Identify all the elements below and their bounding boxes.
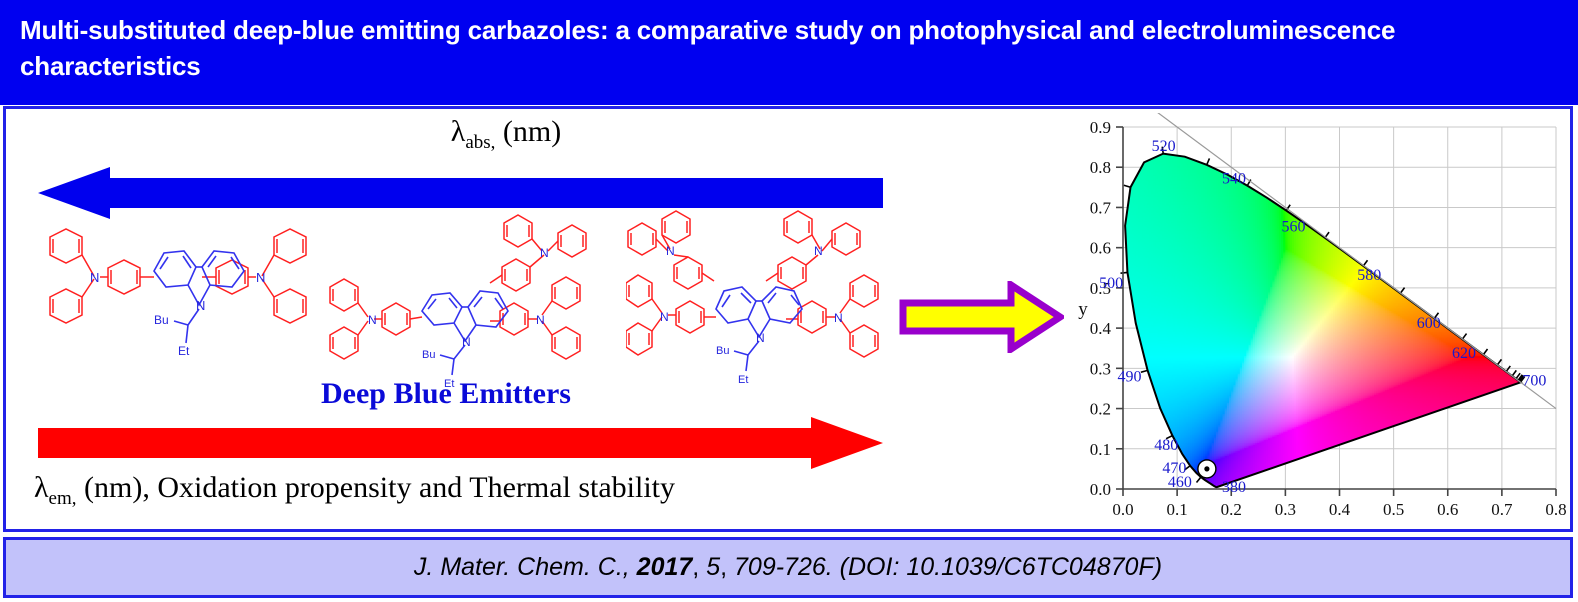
wavelength-label-380: 380 (1222, 479, 1246, 496)
citation-text: J. Mater. Chem. C., 2017, 5, 709-726. (D… (414, 553, 1162, 582)
wavelength-label-620: 620 (1452, 345, 1476, 362)
wavelength-label-500: 500 (1099, 275, 1123, 292)
wavelength-label-460: 460 (1168, 474, 1192, 491)
molecule-di-substituted-carbazole: N N (49, 228, 307, 358)
wavelength-label-580: 580 (1357, 267, 1381, 284)
lambda-em-subscript: em, (49, 488, 77, 509)
svg-text:N: N (814, 244, 823, 258)
wavelength-label-540: 540 (1222, 170, 1246, 187)
svg-text:N: N (660, 310, 669, 324)
molecule-tri-substituted-carbazole: N N N N Bu Et (329, 214, 587, 390)
svg-text:N: N (90, 270, 99, 285)
deep-blue-emitters-caption: Deep Blue Emitters (186, 377, 706, 411)
svg-text:Et: Et (738, 374, 748, 386)
wavelength-label-560: 560 (1281, 219, 1305, 236)
svg-text:N: N (536, 313, 545, 327)
emission-property-arrow (38, 417, 883, 469)
cie-plot-svg: 0.0 0.1 0.2 0.3 0.4 0.5 0.6 0.7 0.80.00.10.20.30… (1078, 106, 1567, 544)
wavelength-label-490: 490 (1117, 369, 1141, 386)
lambda-symbol-abs: λ (451, 115, 466, 148)
svg-text:N: N (756, 331, 765, 345)
citation-volume: 5 (706, 553, 720, 581)
absorption-wavelength-arrow (38, 167, 883, 219)
svg-text:N: N (540, 246, 549, 260)
svg-text:N: N (196, 298, 205, 313)
svg-text:Bu: Bu (154, 313, 169, 327)
svg-text:N: N (666, 244, 675, 258)
page-title: Multi-substituted deep-blue emitting car… (20, 12, 1520, 84)
x-axis-title: x (1335, 523, 1345, 527)
svg-text:Et: Et (178, 344, 190, 358)
wavelength-label-700: 700 (1522, 373, 1546, 390)
title-banner: Multi-substituted deep-blue emitting car… (0, 0, 1578, 105)
molecule-tetra-substituted-carbazole: N N N N N Bu (626, 210, 879, 386)
citation-band: J. Mater. Chem. C., 2017, 5, 709-726. (D… (3, 537, 1573, 598)
citation-year: 2017 (637, 553, 693, 581)
citation-pages: 709-726. (734, 553, 833, 581)
citation-doi: (DOI: 10.1039/C6TC04870F) (840, 553, 1162, 581)
lambda-abs-unit: (nm) (503, 115, 561, 148)
citation-journal: J. Mater. Chem. C., (414, 553, 630, 581)
cie-chromaticity-chart: 0.0 0.1 0.2 0.3 0.4 0.5 0.6 0.7 0.8 0.0 0.1 0.2 0.3 0… (1061, 106, 1571, 544)
svg-text:Bu: Bu (422, 349, 435, 361)
wavelength-label-480: 480 (1154, 437, 1178, 454)
cie-point-marker[interactable] (1197, 459, 1217, 479)
svg-text:Et: Et (444, 378, 454, 390)
data-points[interactable] (1197, 459, 1217, 479)
absorption-wavelength-label: λabs, (nm) (306, 115, 706, 154)
svg-text:N: N (834, 311, 843, 325)
lambda-em-rest: (nm), Oxidation propensity and Thermal s… (84, 471, 675, 504)
results-arrow (899, 281, 1064, 353)
lambda-abs-subscript: abs, (465, 132, 495, 153)
y-axis-title: y (1078, 299, 1088, 320)
wavelength-label-600: 600 (1417, 315, 1441, 332)
wavelength-label-520: 520 (1152, 138, 1176, 155)
abstract-body-frame: λabs, (nm) (3, 106, 1573, 544)
svg-text:N: N (462, 335, 471, 349)
svg-text:N: N (256, 270, 265, 285)
svg-text:N: N (368, 313, 377, 327)
emission-property-label: λem, (nm), Oxidation propensity and Ther… (34, 471, 974, 510)
lambda-symbol-em: λ (34, 471, 49, 504)
spectral-locus-ticks (1120, 106, 1557, 483)
svg-text:Bu: Bu (716, 345, 729, 357)
left-illustration-panel: λabs, (nm) (6, 109, 1064, 529)
plot-axes: 0.0 0.1 0.2 0.3 0.4 0.5 0.6 0.7 0.80.00.10.20.30… (1090, 118, 1567, 519)
wavelength-label-470: 470 (1162, 460, 1186, 477)
